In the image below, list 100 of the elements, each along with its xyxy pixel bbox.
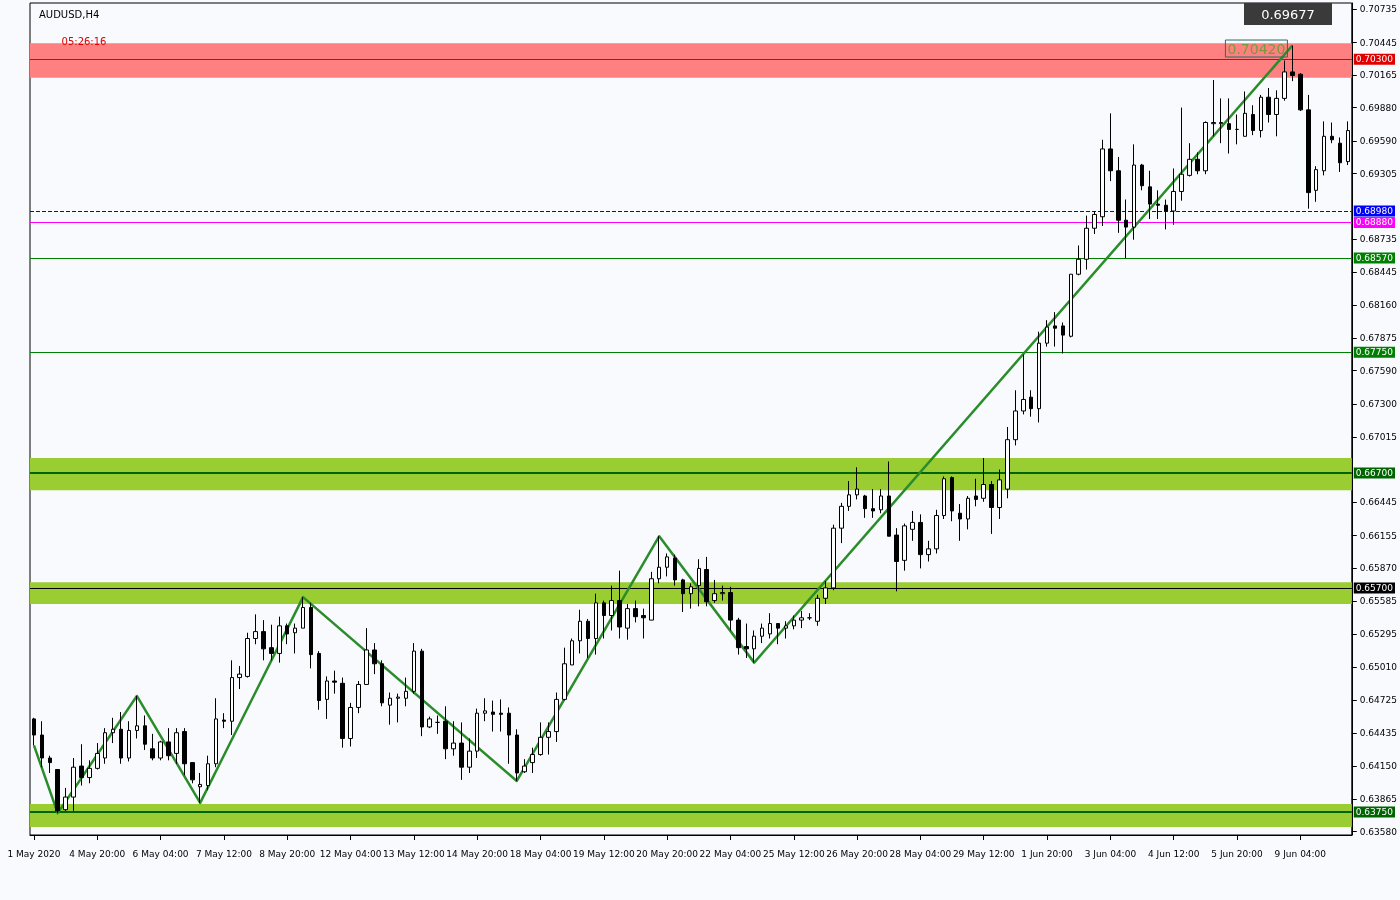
candlestick [673,554,677,587]
candlestick [966,495,970,530]
candlestick [309,602,313,669]
candlestick [135,695,139,739]
candlestick [427,716,432,729]
candlestick [1266,87,1271,124]
annotation: 0.70420 [1227,40,1286,57]
candlestick [871,488,875,519]
candlestick [625,603,630,641]
candlestick [760,623,764,644]
candlestick [1148,170,1152,220]
candlestick [847,480,851,512]
candlestick [372,642,377,675]
y-tick-label: 0.66155 [1359,530,1397,541]
candlestick [63,787,68,812]
x-tick-label: 20 May 20:00 [636,848,699,859]
candlestick [1203,120,1208,175]
candlestick [1235,113,1239,145]
candlestick [989,480,994,535]
candlestick [1219,97,1223,144]
candlestick [1306,94,1311,210]
candlestick [285,623,289,645]
text: AUDUSD,H4 [39,8,100,20]
y-tick-label: 0.70735 [1359,4,1397,15]
candlestick [799,610,804,629]
candlestick [1251,104,1255,136]
y-tick-label: 0.68160 [1359,300,1398,311]
candlestick [222,712,226,729]
candlestick [40,720,44,768]
x-tick-label: 5 Jun 20:00 [1211,848,1264,859]
candlestick [190,762,195,784]
candlestick [103,727,107,765]
candlestick [388,692,392,726]
x-tick-label: 8 May 20:00 [259,848,316,859]
candlestick [744,623,749,659]
candlestick [554,692,559,743]
y-tick-label: 0.65295 [1359,629,1397,640]
x-tick-label: 14 May 20:00 [446,848,509,859]
candlestick [1195,151,1200,175]
candlestick [1322,120,1326,176]
candlestick [1298,72,1303,112]
candlestick [1061,321,1065,354]
candlestick [570,637,574,666]
candlestick [1076,244,1081,276]
x-tick-label: 1 May 2020 [7,848,61,859]
candlestick [1053,311,1057,348]
candlestick [143,714,147,751]
candlestick [1045,319,1049,348]
candlestick [277,616,282,664]
candlestick [1314,165,1318,203]
x-tick-label: 12 May 04:00 [319,848,382,859]
candlestick [934,509,939,554]
candlestick [910,510,915,542]
ref-line-label: 0.70300 [1355,54,1394,65]
candlestick [1037,331,1041,423]
y-tick-label: 0.67300 [1359,399,1398,410]
x-tick-label: 19 May 12:00 [572,848,635,859]
x-tick-label: 4 Jun 12:00 [1147,848,1200,859]
candlestick [301,596,305,629]
candlestick [32,717,36,746]
candlestick [459,721,464,781]
candlestick [325,675,329,720]
x-tick-label: 18 May 04:00 [509,848,572,859]
candlestick [420,648,424,737]
y-tick-label: 0.65870 [1359,563,1398,574]
candlestick [198,772,202,804]
candlestick [1069,273,1073,338]
candlestick [776,623,780,645]
candlestick [237,665,242,690]
candlestick [1116,156,1121,234]
candlestick [261,619,266,661]
candlestick [356,680,361,714]
x-tick-label: 26 May 20:00 [826,848,889,859]
y-tick-label: 0.68445 [1359,267,1397,278]
candlestick [522,758,527,774]
y-tick-label: 0.63580 [1359,826,1398,837]
candlestick [1108,112,1113,182]
candlestick [499,698,503,733]
candlestick [887,461,891,537]
candlestick [902,523,907,572]
candlestick [507,706,511,765]
ref-line-label: 0.68980 [1355,206,1394,216]
candlestick [483,697,487,722]
candlestick [633,600,638,623]
candlestick [332,670,337,695]
candlestick [879,488,883,514]
candlestick [245,632,250,679]
candlestick [538,721,543,757]
y-tick-label: 0.70445 [1359,37,1397,48]
y-tick-label: 0.69590 [1359,135,1398,146]
x-tick-label: 13 May 12:00 [383,848,445,859]
candlestick [950,475,954,522]
x-tick-label: 4 May 20:00 [69,848,126,859]
candlestick [784,620,788,639]
candlestick [594,593,598,656]
candlestick [119,711,123,765]
candlestick [1282,59,1287,102]
y-tick-label: 0.63865 [1359,793,1397,804]
candlestick [293,623,297,654]
y-tick-label: 0.64725 [1359,694,1397,705]
